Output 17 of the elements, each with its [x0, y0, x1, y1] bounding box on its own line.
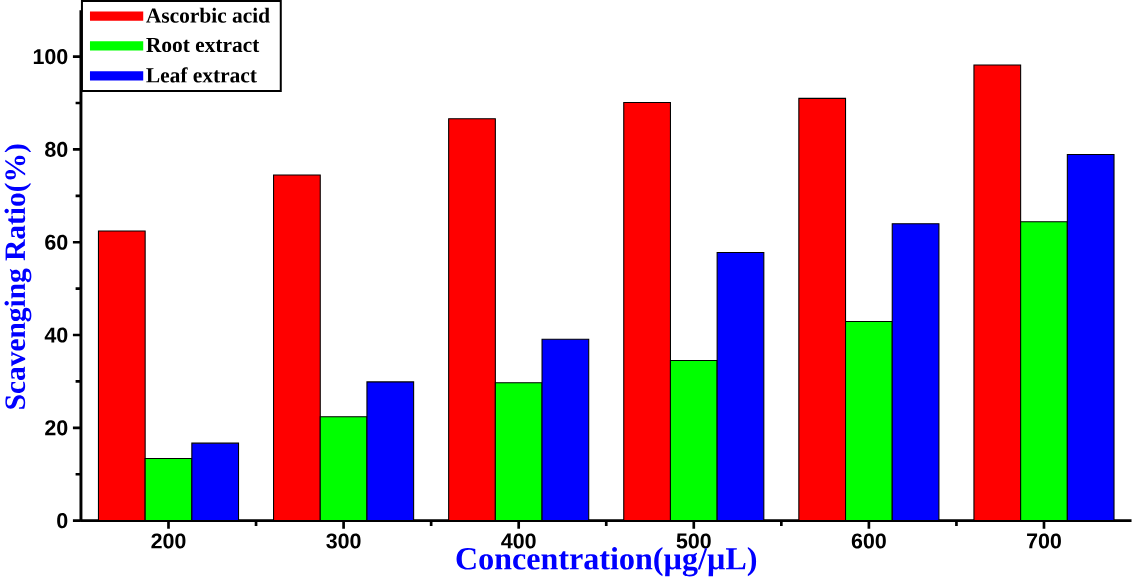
y-tick-label: 100 — [33, 49, 68, 65]
x-tick-label: 200 — [151, 533, 186, 549]
y-tick-label: 80 — [45, 141, 68, 158]
x-tick-label: 600 — [851, 533, 886, 549]
x-tick-label: 300 — [326, 533, 361, 549]
x-tick-label: 500 — [676, 533, 711, 549]
legend-label: Root extract — [146, 37, 260, 53]
y-tick-label: 60 — [45, 234, 68, 250]
legend-label: Ascorbic acid — [146, 7, 270, 23]
y-tick-label: 20 — [45, 420, 68, 436]
x-axis-title: Concentration(µg/µL) — [456, 547, 757, 577]
x-tick-label: 700 — [1027, 533, 1061, 549]
y-tick-label: 40 — [44, 327, 68, 343]
y-axis-title: Scavenging Ratio(%) — [4, 144, 32, 409]
x-tick-label: 400 — [501, 533, 536, 549]
legend-label: Leaf extract — [146, 67, 257, 83]
y-tick-label: 0 — [57, 513, 68, 529]
